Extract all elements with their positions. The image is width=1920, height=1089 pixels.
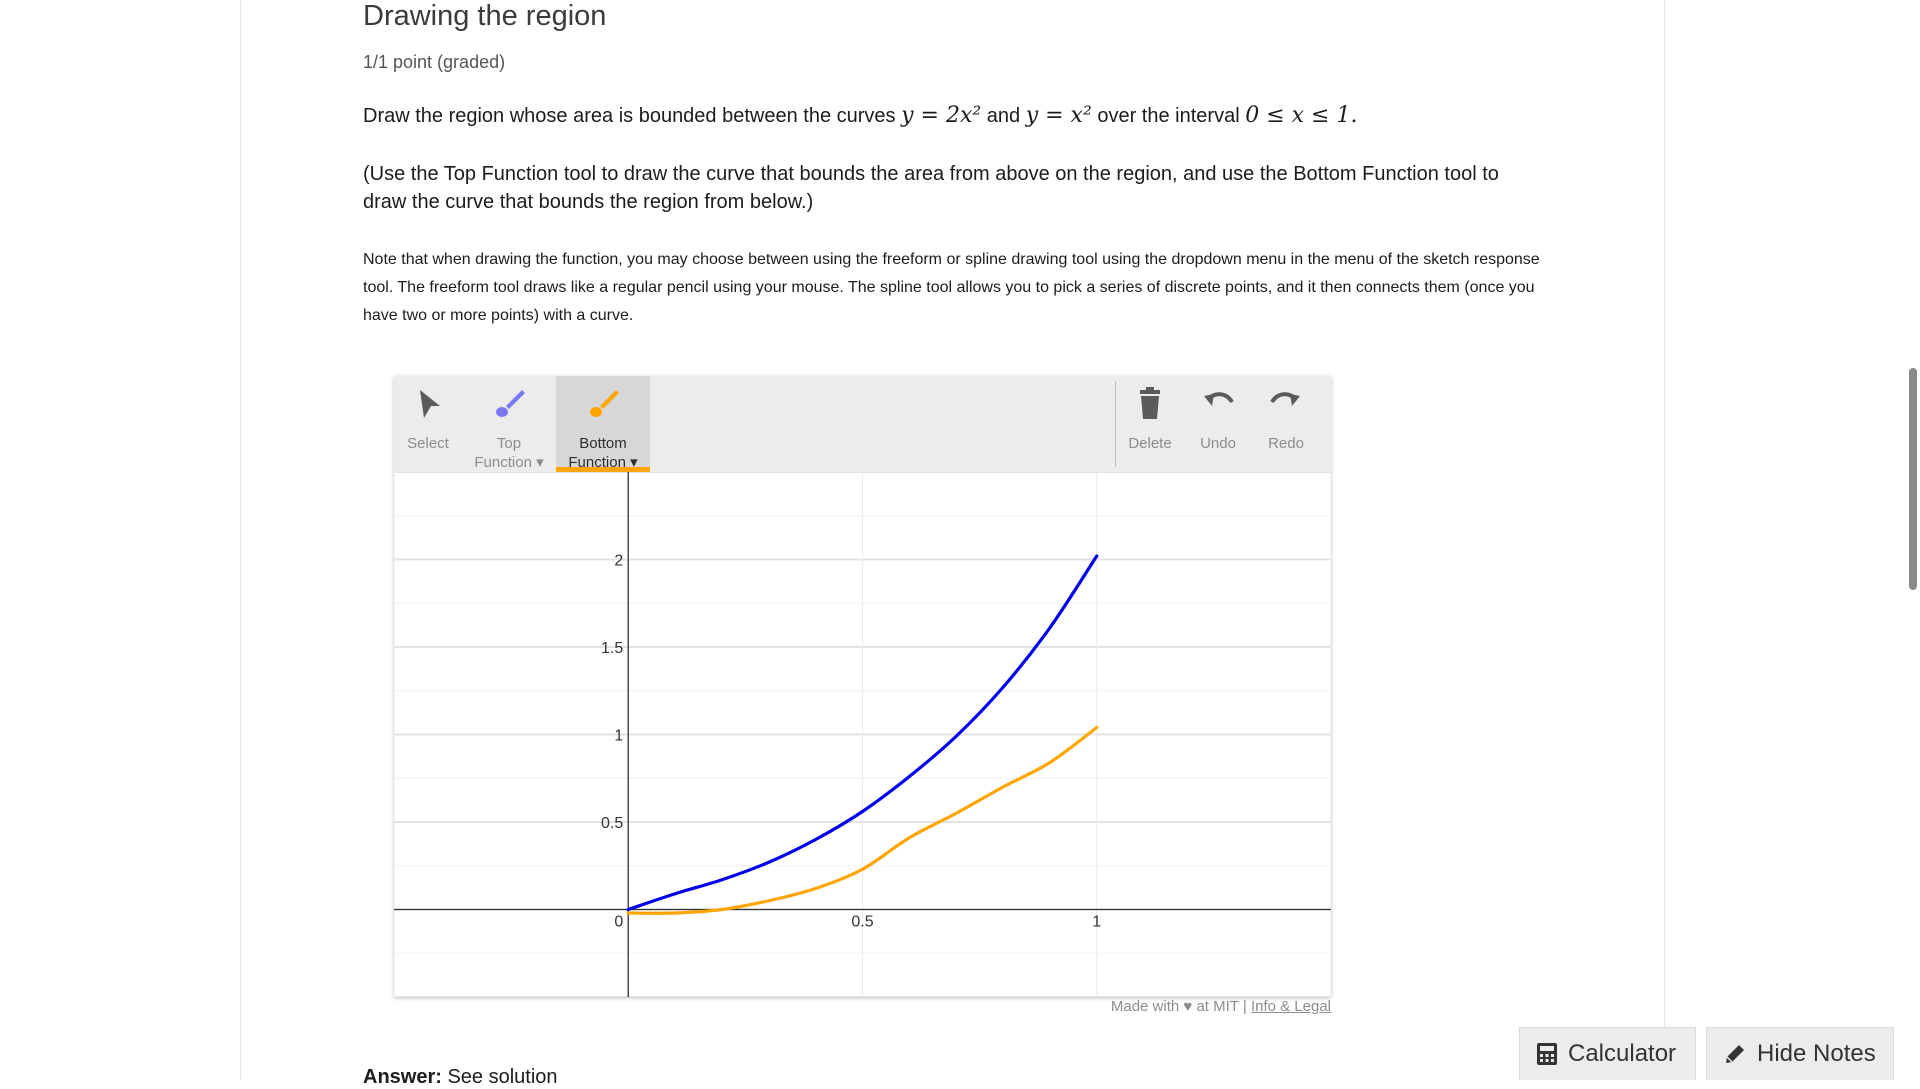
problem-prompt: Draw the region whose area is bounded be… (363, 103, 1357, 128)
problem-note: Note that when drawing the function, you… (363, 251, 1540, 324)
origin-label: 0 (614, 914, 623, 931)
content-right-border (1664, 0, 1665, 1080)
hide-notes-label: Hide Notes (1757, 1040, 1876, 1067)
info-legal-link[interactable]: Info & Legal (1250, 998, 1331, 1015)
select-tool-button[interactable]: Select (394, 376, 462, 472)
y-tick-label: 1 (614, 728, 623, 745)
scrollbar-thumb[interactable] (1909, 368, 1917, 590)
sketch-toolbar: Select Top Function ▾ Bottom Function ▾ (394, 376, 1331, 472)
prompt-text-interval: over the interval (1097, 105, 1240, 127)
delete-label: Delete (1128, 435, 1172, 452)
content-left-border (240, 0, 241, 1080)
problem-points: 1/1 point (graded) (363, 52, 506, 72)
sketch-canvas[interactable]: 0.5 1 0.5 1 1.5 2 0 (394, 472, 1331, 997)
x-tick-label: 0.5 (851, 914, 873, 931)
select-tool-label: Select (407, 435, 449, 452)
top-function-label-2: Function ▾ (474, 454, 544, 471)
credit-line: Made with ♥ at MIT | Info & Legal (1000, 998, 1331, 1015)
redo-icon (1252, 384, 1320, 434)
problem-title: Drawing the region (363, 0, 607, 32)
bottom-function-label-1: Bottom (579, 435, 627, 452)
undo-button[interactable]: Undo (1184, 376, 1252, 472)
credit-text: Made with ♥ at MIT | (1110, 998, 1247, 1015)
sketch-response-tool: Select Top Function ▾ Bottom Function ▾ (394, 376, 1331, 997)
top-function-curve (626, 554, 1099, 912)
cursor-icon (394, 384, 462, 434)
y-tick-label: 1.5 (601, 640, 623, 657)
answer-value: See solution (447, 1066, 558, 1088)
top-function-label-1: Top (496, 435, 522, 452)
delete-button[interactable]: Delete (1116, 376, 1184, 472)
calculator-icon (1537, 1043, 1557, 1065)
problem-instructions: (Use the Top Function tool to draw the c… (363, 163, 1499, 213)
toolbar-divider (1115, 381, 1116, 467)
x-tick-label: 1 (1092, 914, 1101, 931)
hide-notes-button[interactable]: Hide Notes (1706, 1027, 1894, 1080)
math-bottom-function: y = x² (1025, 103, 1092, 128)
bottom-function-label-2: Function ▾ (568, 454, 638, 471)
answer-label: Answer: (363, 1066, 442, 1088)
bottom-function-curve (626, 725, 1099, 915)
pencil-icon (1726, 1045, 1744, 1063)
redo-label: Redo (1268, 435, 1304, 452)
bottom-function-tool-button[interactable]: Bottom Function ▾ (556, 376, 650, 472)
undo-label: Undo (1200, 435, 1236, 452)
trash-icon (1116, 384, 1184, 434)
y-tick-label: 0.5 (601, 815, 623, 832)
prompt-text-start: Draw the region whose area is bounded be… (363, 105, 896, 127)
calculator-button[interactable]: Calculator (1519, 1027, 1696, 1080)
calculator-label: Calculator (1568, 1040, 1677, 1067)
math-top-function: y = 2x² (901, 103, 982, 128)
y-tick-label: 2 (614, 553, 623, 570)
undo-icon (1184, 384, 1252, 434)
redo-button[interactable]: Redo (1252, 376, 1320, 472)
brush-icon (556, 384, 650, 434)
answer-line: Answer: See solution (363, 1066, 558, 1089)
prompt-text-and: and (986, 105, 1021, 127)
top-function-tool-button[interactable]: Top Function ▾ (462, 376, 556, 472)
math-interval: 0 ≤ x ≤ 1. (1245, 103, 1358, 128)
brush-icon (462, 384, 556, 434)
